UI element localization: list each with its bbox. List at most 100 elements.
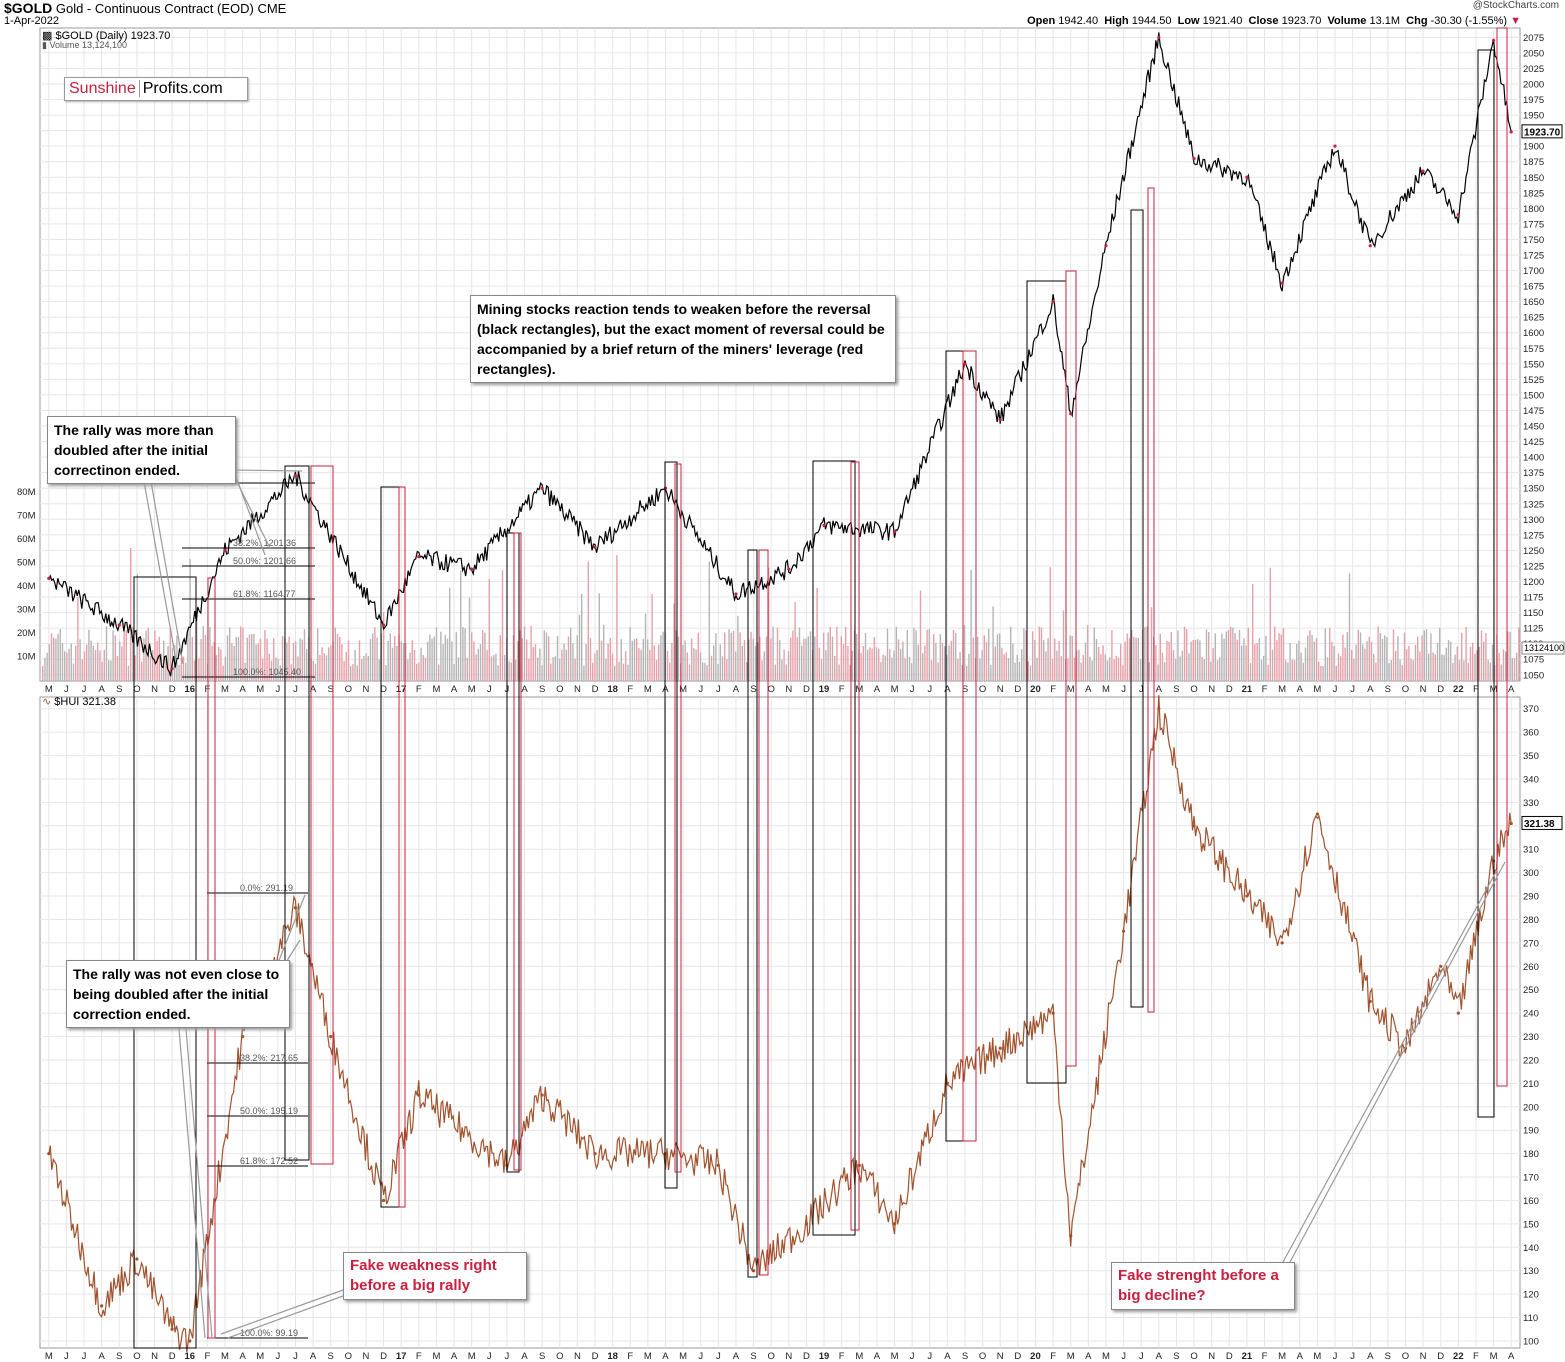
volume-bar (836, 626, 838, 681)
volume-bar (902, 641, 904, 681)
black-rectangle (1477, 49, 1495, 1118)
volume-bar (1307, 635, 1309, 681)
volume-bar (1353, 658, 1355, 681)
x-tick: A (733, 684, 740, 695)
volume-bar (1480, 630, 1483, 681)
volume-bar (732, 631, 735, 681)
volume-bar (563, 643, 565, 681)
volume-bar (1381, 638, 1384, 681)
gold-y-tick: 1500 (1523, 390, 1544, 401)
fib-label: 100.0%: 1045.40 (233, 667, 301, 677)
hui-y-tick: 210 (1523, 1079, 1539, 1090)
gold-point (822, 523, 826, 528)
hui-point (417, 1093, 421, 1097)
gold-y-tick: 1375 (1523, 468, 1544, 479)
volume-bar (785, 664, 787, 681)
x-tick: 16 (184, 1351, 195, 1362)
x-tick: 18 (607, 684, 618, 695)
volume-bar (548, 636, 550, 681)
volume-bar (1199, 640, 1201, 681)
volume-bar (477, 648, 479, 681)
volume-bar (717, 663, 719, 681)
hui-y-tick: 120 (1523, 1290, 1539, 1301)
x-tick: S (116, 684, 122, 695)
volume-bar (1461, 632, 1463, 681)
x-tick: M (256, 1351, 264, 1362)
volume-bar (1036, 657, 1038, 681)
fib-label: 38.2%: 1201.36 (233, 538, 296, 548)
volume-bar (790, 637, 792, 681)
volume-bar (363, 656, 365, 681)
x-tick: O (133, 1351, 140, 1362)
x-tick: J (1139, 684, 1144, 695)
x-tick: J (716, 1351, 721, 1362)
volume-bar (1329, 627, 1331, 681)
volume-bar (539, 648, 541, 681)
volume-bar (44, 657, 46, 681)
volume-bar (1443, 655, 1445, 681)
x-tick: A (1367, 684, 1374, 695)
gold-point (1421, 169, 1425, 173)
x-tick: J (1121, 1351, 1126, 1362)
volume-bar (231, 643, 233, 681)
volume-bar (1197, 639, 1199, 681)
volume-bar (200, 639, 202, 681)
gold-point (1333, 144, 1337, 148)
volume-bar (1320, 665, 1322, 681)
volume-bar (1227, 630, 1230, 681)
volume-bar (1047, 638, 1049, 681)
volume-bar (288, 636, 290, 681)
x-tick: N (1208, 1351, 1215, 1362)
volume-bar (1247, 627, 1249, 681)
x-tick: F (1262, 1351, 1268, 1362)
volume-bar (1115, 655, 1117, 681)
volume-bar (640, 649, 642, 681)
volume-bar (972, 637, 974, 681)
red-rectangle (398, 486, 406, 1208)
x-tick: 19 (819, 1351, 830, 1362)
gold-y-tick: 1575 (1523, 344, 1544, 355)
gold-point (381, 623, 386, 627)
red-rectangle (1147, 187, 1155, 1013)
callout-pointer (1289, 861, 1506, 1263)
volume-bar (1370, 641, 1373, 681)
hui-point (1121, 929, 1126, 933)
hui-point (998, 1046, 1002, 1050)
volume-bar (490, 656, 493, 681)
volume-bar (1368, 636, 1370, 681)
volume-bar (455, 632, 457, 681)
volume-bar (823, 632, 825, 681)
volume-bar (1067, 658, 1069, 681)
volume-bar (1007, 658, 1010, 681)
fake-weakness-note: Fake weakness right before a big rally (343, 1252, 527, 1300)
volume-bar (1148, 662, 1150, 681)
volume-bar (688, 664, 691, 681)
volume-bar (869, 647, 871, 681)
x-tick: M (221, 684, 229, 695)
x-tick: 21 (1242, 1351, 1253, 1362)
gold-point (293, 474, 298, 478)
volume-bar (165, 658, 167, 681)
gold-y-tick: 1275 (1523, 530, 1544, 541)
gold-point (787, 567, 791, 571)
hui-legend: ∿ $HUI 321.38 (42, 695, 116, 708)
x-tick: A (1156, 1351, 1163, 1362)
volume-bar (1219, 657, 1221, 681)
x-tick: M (1490, 1351, 1498, 1362)
x-tick: M (1102, 1351, 1110, 1362)
volume-bar (829, 626, 831, 681)
volume-bar (427, 641, 429, 681)
volume-bar (1018, 661, 1021, 681)
volume-bar (1265, 635, 1267, 681)
volume-bar (620, 638, 622, 681)
gold-y-tick: 1850 (1523, 173, 1544, 184)
gold-y-tick: 1975 (1523, 95, 1544, 106)
volume-bar (1289, 642, 1291, 681)
volume-bar (178, 664, 180, 681)
volume-bar (933, 634, 935, 681)
hui-point (241, 1034, 245, 1039)
red-rectangle (850, 461, 860, 1231)
volume-bar (1170, 632, 1172, 681)
volume-bar (1060, 656, 1062, 681)
x-tick: F (1473, 684, 1479, 695)
